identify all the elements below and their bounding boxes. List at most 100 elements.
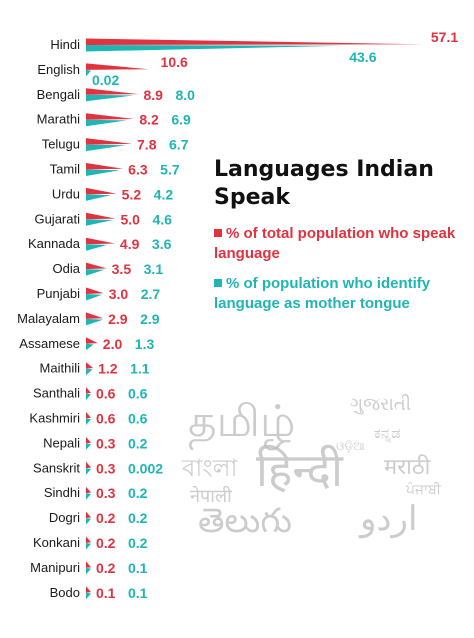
category-label-maithili: Maithili	[40, 361, 81, 376]
bar-speak-telugu	[86, 138, 133, 145]
watermark-bengali: বাংলা	[181, 455, 239, 482]
value-label-speak-kashmiri: 0.6	[96, 411, 116, 427]
bar-mother-tongue-english	[86, 69, 91, 77]
bar-speak-kannada	[86, 237, 115, 245]
value-label-mother-tongue-telugu: 6.7	[169, 137, 189, 153]
value-label-speak-punjabi: 3.0	[109, 286, 129, 302]
category-label-urdu: Urdu	[52, 186, 80, 201]
legend-label-mother-tongue: % of population who identify language as…	[214, 275, 431, 312]
value-label-mother-tongue-bodo: 0.1	[128, 585, 148, 601]
category-label-marathi: Marathi	[37, 112, 80, 127]
value-label-mother-tongue-kannada: 3.6	[152, 236, 172, 252]
value-label-mother-tongue-konkani: 0.2	[128, 535, 148, 551]
bar-speak-dogri	[86, 511, 91, 519]
legend-item-mother-tongue: % of population who identify language as…	[214, 274, 464, 314]
value-label-mother-tongue-urdu: 4.2	[154, 186, 174, 202]
bar-speak-assamese	[86, 337, 98, 344]
value-label-speak-kannada: 4.9	[120, 236, 140, 252]
bar-speak-malayalam	[86, 312, 104, 319]
bar-speak-urdu	[86, 187, 117, 195]
bar-mother-tongue-urdu	[86, 194, 111, 201]
category-label-nepali: Nepali	[43, 435, 80, 450]
value-label-mother-tongue-punjabi: 2.7	[141, 286, 161, 302]
bar-speak-gujarati	[86, 212, 116, 220]
category-label-gujarati: Gujarati	[34, 211, 80, 226]
bar-mother-tongue-kashmiri	[86, 418, 91, 425]
watermark-odia: ଓଡ଼ିଆ	[336, 439, 365, 453]
legend-label-total-speakers: % of total population who speak language	[214, 225, 456, 262]
value-label-speak-bodo: 0.1	[96, 585, 116, 601]
category-label-bengali: Bengali	[37, 87, 80, 102]
watermark-gujarati: ગુજરાતી	[350, 394, 411, 414]
value-label-mother-tongue-malayalam: 2.9	[140, 311, 160, 327]
bar-speak-hindi	[86, 38, 423, 45]
value-label-speak-hindi: 57.1	[431, 29, 458, 45]
category-label-santhali: Santhali	[33, 386, 80, 401]
value-label-speak-sindhi: 0.3	[96, 485, 116, 501]
watermark-punjabi: ਪੰਜਾਬੀ	[405, 481, 442, 497]
value-label-mother-tongue-nepali: 0.2	[128, 435, 148, 451]
watermark-nepali: नेपाली	[190, 485, 232, 506]
watermark-urdu: اردو	[358, 500, 417, 539]
value-label-mother-tongue-sanskrit: 0.002	[128, 460, 163, 476]
category-label-kannada: Kannada	[28, 236, 81, 251]
value-label-speak-nepali: 0.3	[96, 435, 116, 451]
bar-mother-tongue-hindi	[86, 45, 344, 52]
legend-swatch-teal	[214, 279, 222, 287]
value-label-mother-tongue-kashmiri: 0.6	[128, 411, 148, 427]
value-label-speak-sanskrit: 0.3	[96, 460, 116, 476]
value-label-speak-assamese: 2.0	[103, 336, 123, 352]
value-label-speak-telugu: 7.8	[137, 137, 157, 153]
bar-mother-tongue-santhali	[86, 393, 91, 401]
bar-mother-tongue-manipuri	[86, 567, 91, 575]
bar-mother-tongue-sindhi	[86, 493, 91, 500]
value-label-mother-tongue-assamese: 1.3	[135, 336, 155, 352]
bar-speak-sindhi	[86, 486, 91, 494]
category-label-malayalam: Malayalam	[17, 311, 80, 326]
category-label-hindi: Hindi	[50, 37, 80, 52]
bar-mother-tongue-konkani	[86, 543, 91, 550]
category-label-dogri: Dogri	[49, 510, 80, 525]
category-label-kashmiri: Kashmiri	[29, 411, 80, 426]
bar-speak-manipuri	[86, 561, 91, 568]
category-label-tamil: Tamil	[50, 162, 80, 177]
category-label-assamese: Assamese	[19, 336, 80, 351]
value-label-speak-marathi: 8.2	[139, 112, 159, 128]
watermark-kannada: ಕನ್ನಡ	[374, 425, 401, 443]
bar-speak-kashmiri	[86, 412, 91, 419]
bar-mother-tongue-bengali	[86, 94, 134, 102]
value-label-mother-tongue-dogri: 0.2	[128, 510, 148, 526]
watermark-marathi: मराठी	[384, 454, 431, 479]
value-label-speak-dogri: 0.2	[96, 510, 116, 526]
watermark-tamil: தமிழ்	[188, 397, 295, 451]
bar-mother-tongue-maithili	[86, 368, 93, 376]
bar-speak-maithili	[86, 362, 94, 369]
bar-mother-tongue-malayalam	[86, 318, 104, 326]
value-label-mother-tongue-hindi: 43.6	[349, 49, 376, 65]
value-label-speak-urdu: 5.2	[122, 186, 142, 202]
bar-mother-tongue-nepali	[86, 443, 91, 450]
bar-speak-odia	[86, 262, 107, 270]
value-label-mother-tongue-santhali: 0.6	[128, 386, 148, 402]
category-label-telugu: Telugu	[42, 137, 80, 152]
bar-speak-punjabi	[86, 287, 104, 294]
value-label-mother-tongue-sindhi: 0.2	[128, 485, 148, 501]
bar-speak-konkani	[86, 536, 91, 543]
value-label-mother-tongue-marathi: 6.9	[171, 112, 191, 128]
bar-mother-tongue-gujarati	[86, 219, 114, 226]
bar-mother-tongue-marathi	[86, 119, 127, 127]
chart-title: Languages Indian Speak	[214, 157, 434, 210]
value-label-speak-bengali: 8.9	[144, 87, 164, 103]
bar-mother-tongue-sanskrit	[86, 468, 91, 475]
category-label-bodo: Bodo	[50, 585, 80, 600]
value-label-mother-tongue-maithili: 1.1	[130, 361, 150, 377]
value-label-mother-tongue-tamil: 5.7	[160, 162, 180, 178]
category-label-sanskrit: Sanskrit	[33, 460, 80, 475]
legend-swatch-red	[214, 229, 222, 237]
bar-mother-tongue-kannada	[86, 244, 108, 251]
value-label-mother-tongue-odia: 3.1	[144, 261, 164, 277]
value-label-mother-tongue-gujarati: 4.6	[153, 211, 173, 227]
bar-mother-tongue-tamil	[86, 169, 120, 176]
value-label-speak-malayalam: 2.9	[108, 311, 128, 327]
value-label-speak-konkani: 0.2	[96, 535, 116, 551]
